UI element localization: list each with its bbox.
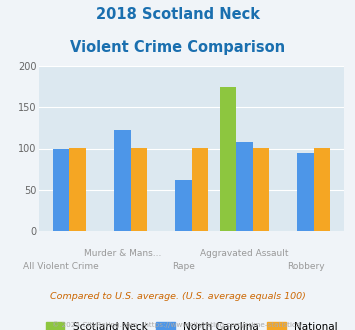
Text: © 2025 CityRating.com - https://www.cityrating.com/crime-statistics/: © 2025 CityRating.com - https://www.city…: [53, 322, 302, 328]
Text: All Violent Crime: All Violent Crime: [23, 262, 99, 271]
Bar: [253, 148, 269, 231]
Legend: Scotland Neck, North Carolina, National: Scotland Neck, North Carolina, National: [46, 322, 338, 330]
Bar: [175, 180, 192, 231]
Text: Compared to U.S. average. (U.S. average equals 100): Compared to U.S. average. (U.S. average …: [50, 292, 305, 301]
Bar: [70, 148, 86, 231]
Bar: [131, 148, 147, 231]
Bar: [220, 86, 236, 231]
Bar: [53, 148, 70, 231]
Bar: [236, 142, 253, 231]
Text: Aggravated Assault: Aggravated Assault: [200, 249, 289, 258]
Text: Rape: Rape: [172, 262, 195, 271]
Bar: [114, 129, 131, 231]
Bar: [314, 148, 331, 231]
Text: Murder & Mans...: Murder & Mans...: [84, 249, 161, 258]
Text: Robbery: Robbery: [287, 262, 324, 271]
Text: 2018 Scotland Neck: 2018 Scotland Neck: [95, 7, 260, 21]
Text: Violent Crime Comparison: Violent Crime Comparison: [70, 40, 285, 54]
Bar: [192, 148, 208, 231]
Bar: [297, 152, 314, 231]
